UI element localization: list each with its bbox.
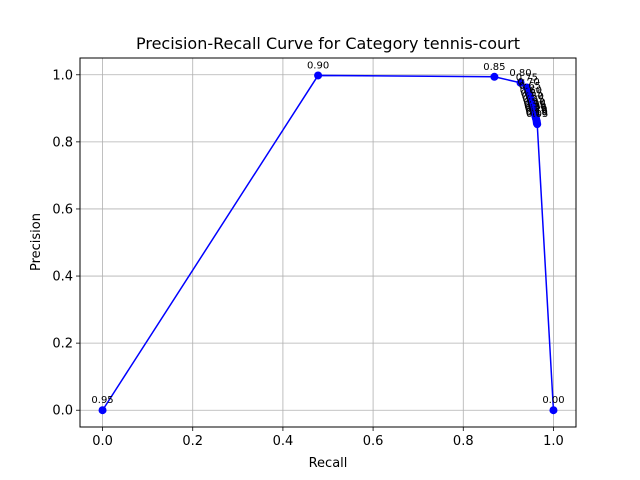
x-tick-label: 0.0 <box>92 434 113 449</box>
x-tick-label: 0.4 <box>273 434 294 449</box>
threshold-label: 0.90 <box>307 60 329 71</box>
threshold-label: 0.60 <box>520 85 542 96</box>
y-tick-label: 0.0 <box>52 404 73 419</box>
threshold-label: 0.20 <box>525 105 547 116</box>
x-tick-label: 0.2 <box>182 434 203 449</box>
x-tick-label: 0.8 <box>453 434 474 449</box>
threshold-label: 0.15 <box>526 106 548 117</box>
threshold-label: 0.40 <box>523 97 545 108</box>
threshold-label: 0.25 <box>525 103 547 114</box>
y-tick-label: 1.0 <box>52 68 73 83</box>
threshold-label: 0.10 <box>526 108 548 119</box>
plot-frame <box>79 57 577 428</box>
threshold-label: 0.05 <box>526 109 548 120</box>
data-point <box>314 71 323 80</box>
threshold-label: 0.00 <box>542 395 564 406</box>
y-axis-label: Precision <box>29 213 44 271</box>
data-point <box>516 78 525 87</box>
data-point <box>98 406 107 415</box>
threshold-label: 0.50 <box>522 92 544 103</box>
threshold-label: 0.45 <box>522 95 544 106</box>
threshold-label: 0.70 <box>518 77 540 88</box>
chart-title: Precision-Recall Curve for Category tenn… <box>136 34 520 53</box>
y-axis-ticks: 0.0 0.2 0.4 0.6 0.8 1.0 <box>52 68 80 419</box>
y-tick-label: 0.6 <box>52 202 73 217</box>
y-tick-label: 0.8 <box>52 135 73 150</box>
x-axis-label: Recall <box>309 456 348 471</box>
data-point <box>490 72 499 81</box>
threshold-label: 0.55 <box>521 89 543 100</box>
data-point <box>533 120 542 129</box>
x-axis-ticks: 0.0 0.2 0.4 0.6 0.8 1.0 <box>92 427 564 449</box>
grid-lines <box>80 58 576 427</box>
y-tick-label: 0.2 <box>52 337 73 352</box>
pr-curve-line <box>101 74 555 411</box>
threshold-label: 0.65 <box>519 81 541 92</box>
threshold-label: 0.30 <box>524 101 546 112</box>
series-layer: 0.95 0.90 0.85 0.800.750.700.650.600.550.50… <box>91 60 565 415</box>
threshold-label: 0.85 <box>483 62 505 73</box>
data-point <box>549 406 558 415</box>
x-tick-label: 1.0 <box>543 434 564 449</box>
threshold-label: 0.80 <box>509 68 531 79</box>
threshold-label: 0.95 <box>91 395 113 406</box>
x-tick-label: 0.6 <box>363 434 384 449</box>
threshold-label: 0.35 <box>524 99 546 110</box>
y-tick-label: 0.4 <box>52 270 73 285</box>
threshold-label: 0.75 <box>516 73 538 84</box>
